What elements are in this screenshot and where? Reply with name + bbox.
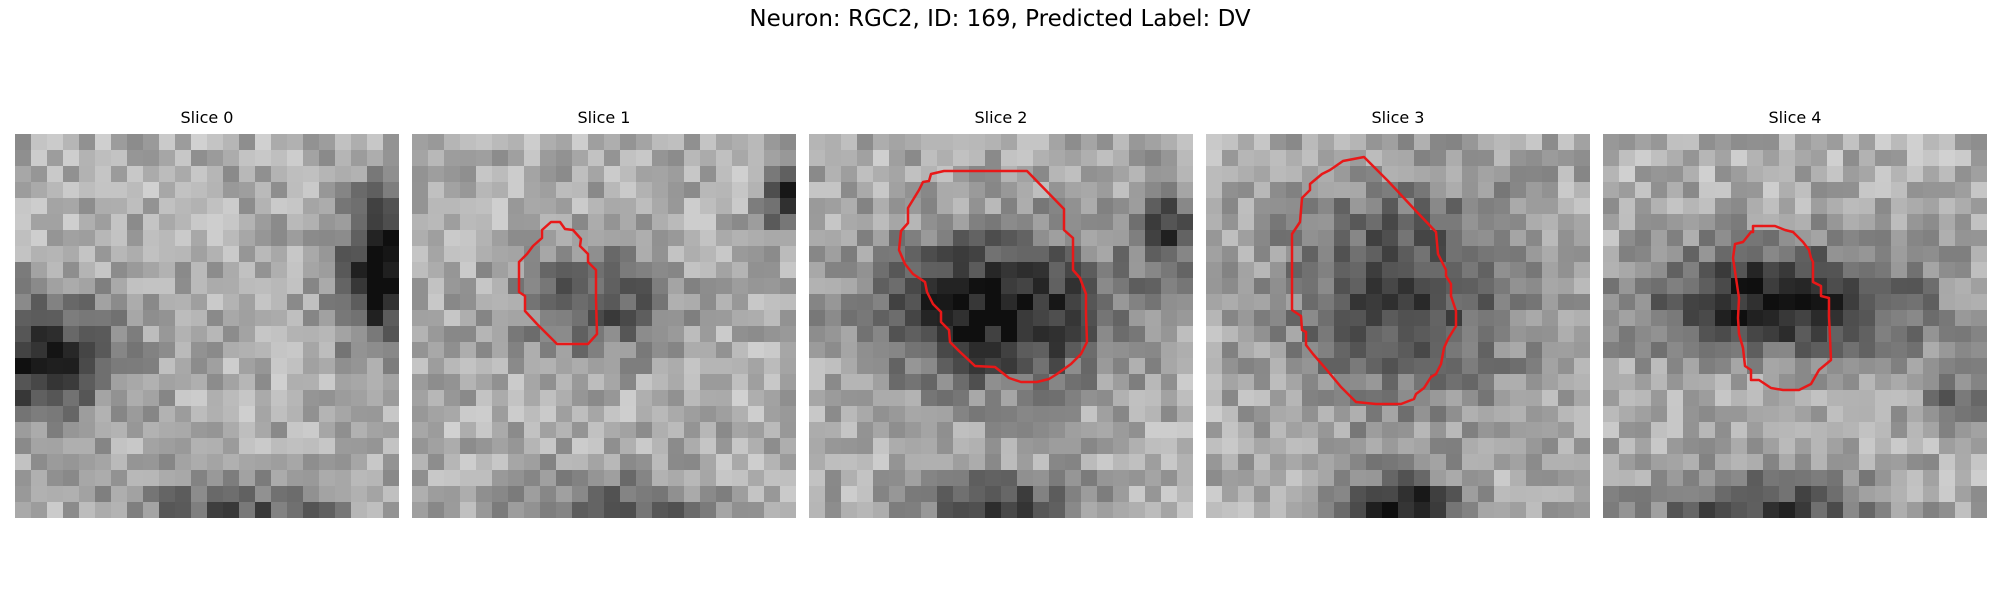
segmentation-contour bbox=[517, 220, 599, 346]
segmentation-contour bbox=[897, 169, 1089, 384]
slice-pixels bbox=[412, 134, 796, 518]
slice-title: Slice 1 bbox=[577, 108, 631, 127]
slice-image bbox=[1206, 134, 1590, 518]
slice-panel-4: Slice 4 bbox=[1603, 108, 1987, 518]
slice-pixels bbox=[809, 134, 1193, 518]
slice-pixels bbox=[1206, 134, 1590, 518]
slice-title: Slice 0 bbox=[180, 108, 234, 127]
slice-title: Slice 3 bbox=[1371, 108, 1425, 127]
figure-title: Neuron: RGC2, ID: 169, Predicted Label: … bbox=[749, 6, 1251, 32]
slice-panel-1: Slice 1 bbox=[412, 108, 796, 518]
slice-title: Slice 4 bbox=[1768, 108, 1822, 127]
slice-panel-2: Slice 2 bbox=[809, 108, 1193, 518]
slice-image bbox=[1603, 134, 1987, 518]
slice-title: Slice 2 bbox=[974, 108, 1028, 127]
slice-pixels bbox=[1603, 134, 1987, 518]
slice-pixels bbox=[15, 134, 399, 518]
slice-image bbox=[809, 134, 1193, 518]
segmentation-contour bbox=[1290, 155, 1458, 406]
slice-image bbox=[412, 134, 796, 518]
segmentation-contour bbox=[1731, 224, 1833, 392]
slice-panel-3: Slice 3 bbox=[1206, 108, 1590, 518]
slice-panel-0: Slice 0 bbox=[15, 108, 399, 518]
slice-image bbox=[15, 134, 399, 518]
